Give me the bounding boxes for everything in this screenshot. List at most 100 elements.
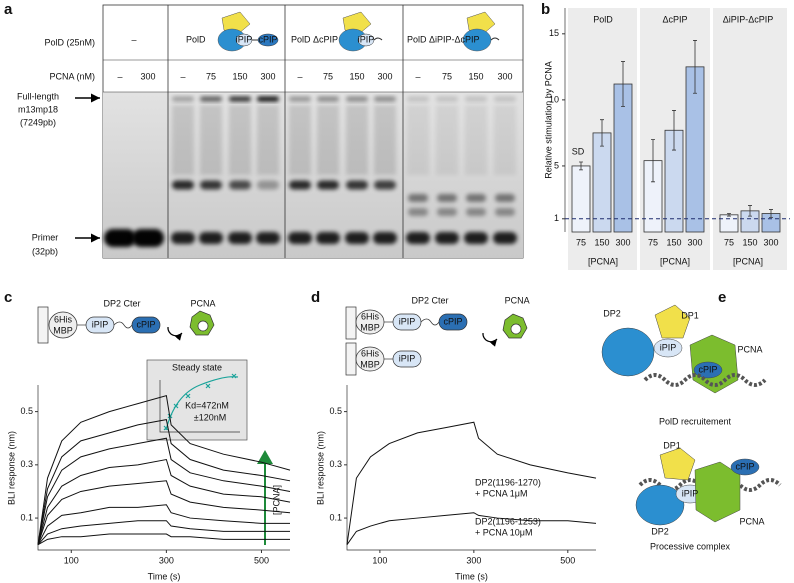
lane-label: 150 — [232, 71, 247, 81]
gel-smear — [374, 105, 396, 175]
gel-smear — [465, 105, 487, 175]
gel-band — [435, 232, 459, 244]
group-label: PolD — [186, 34, 206, 44]
axis — [346, 385, 596, 551]
error-bar — [748, 205, 752, 217]
gel-band — [257, 180, 279, 190]
x-tick-label: 300 — [763, 237, 778, 247]
y-tick-label: 0.3 — [329, 459, 342, 469]
gel-band — [132, 229, 164, 247]
line — [37, 419, 291, 545]
gel-smear — [257, 105, 279, 175]
error-bar — [579, 161, 583, 171]
gel-band — [200, 96, 222, 102]
inset — [146, 359, 248, 441]
polymerase-icon — [217, 11, 279, 52]
gel-band — [346, 96, 368, 102]
partner-label: PCNA — [505, 295, 530, 305]
motif-label: iPIP — [399, 353, 416, 363]
gel-band — [346, 180, 368, 190]
x-tick-label: 75 — [724, 237, 734, 247]
row-label: PolD (25nM) — [44, 37, 95, 47]
gel-smear — [317, 105, 339, 175]
gel-band — [437, 194, 457, 202]
caption: PolD recruitement — [659, 416, 732, 426]
motif-label: cPIP — [443, 316, 462, 326]
x-axis-label: [PCNA] — [660, 256, 690, 266]
motif-label: cPIP — [136, 319, 155, 329]
lane-label: 75 — [206, 71, 216, 81]
lane-label: 300 — [260, 71, 275, 81]
gel-band — [289, 96, 311, 102]
annotation: SD — [572, 146, 585, 156]
gel-band — [495, 208, 515, 216]
line — [37, 458, 291, 545]
line — [37, 533, 290, 546]
bar — [592, 132, 612, 233]
error-bar — [651, 139, 655, 183]
band-label: m13mp18 — [18, 104, 58, 114]
tag-label: MBP — [360, 322, 380, 332]
gel-band — [256, 232, 280, 244]
error-bar — [672, 110, 676, 151]
component-label: iPIP — [660, 342, 677, 352]
tag-label: 6His — [361, 311, 380, 321]
component-label: DP1 — [681, 310, 699, 320]
component-label: iPIP — [682, 488, 699, 498]
panel-label: a — [4, 1, 13, 18]
gel-band — [406, 232, 430, 244]
y-tick-label: 0.5 — [20, 406, 33, 416]
y-tick-label: 15 — [549, 28, 559, 38]
line — [37, 437, 291, 545]
gel-band — [408, 194, 428, 202]
axis — [37, 385, 290, 551]
group-label: PolD ΔiPIP-ΔcPIP — [407, 34, 480, 44]
x-tick-label: 100 — [372, 555, 387, 565]
group-label: – — [131, 34, 136, 44]
arrow-label: [PCNA] — [271, 485, 281, 515]
x-tick-label: 300 — [687, 237, 702, 247]
gel-band — [316, 232, 340, 244]
line — [37, 504, 290, 545]
gel-band — [228, 232, 252, 244]
line — [346, 512, 597, 545]
lane-label: 300 — [497, 71, 512, 81]
gel-band — [436, 96, 458, 102]
component-label: PCNA — [739, 516, 764, 526]
x-tick-label: 300 — [466, 555, 481, 565]
lane-label: 150 — [468, 71, 483, 81]
y-axis-label: Relative stimulation by PCNA — [543, 61, 553, 179]
lane-label: – — [117, 71, 122, 81]
lane-label: – — [297, 71, 302, 81]
x-tick-label: 500 — [560, 555, 575, 565]
component-label: DP2 — [603, 308, 621, 318]
gel-band — [466, 208, 486, 216]
y-tick-label: 0.5 — [329, 406, 342, 416]
component-label: DP2 — [651, 526, 669, 536]
gel-band — [172, 180, 194, 190]
gel-band — [494, 96, 516, 102]
lane-label: – — [180, 71, 185, 81]
motif-label: iPIP — [92, 319, 109, 329]
polymerase-icon — [462, 11, 500, 52]
x-tick-label: 100 — [64, 555, 79, 565]
annotation: DP2(1196-1270) — [475, 477, 541, 487]
tag-label: MBP — [53, 325, 73, 335]
gel-band — [317, 96, 339, 102]
complex-diagram — [601, 304, 767, 394]
motif-label: iPIP — [399, 316, 416, 326]
lane-label: 300 — [377, 71, 392, 81]
caption: Processive complex — [650, 541, 731, 551]
y-tick-label: 1 — [554, 213, 559, 223]
component-label: cPIP — [698, 364, 717, 374]
gel-band — [200, 180, 222, 190]
icon-label: iPIP — [358, 34, 375, 44]
gel-band — [317, 180, 339, 190]
group-label: PolD — [593, 14, 613, 24]
gel-band — [171, 232, 195, 244]
y-tick-label: 0.3 — [20, 459, 33, 469]
annotation: + PCNA 1μM — [475, 488, 527, 498]
x-tick-label: 300 — [615, 237, 630, 247]
x-tick-label: 75 — [576, 237, 586, 247]
